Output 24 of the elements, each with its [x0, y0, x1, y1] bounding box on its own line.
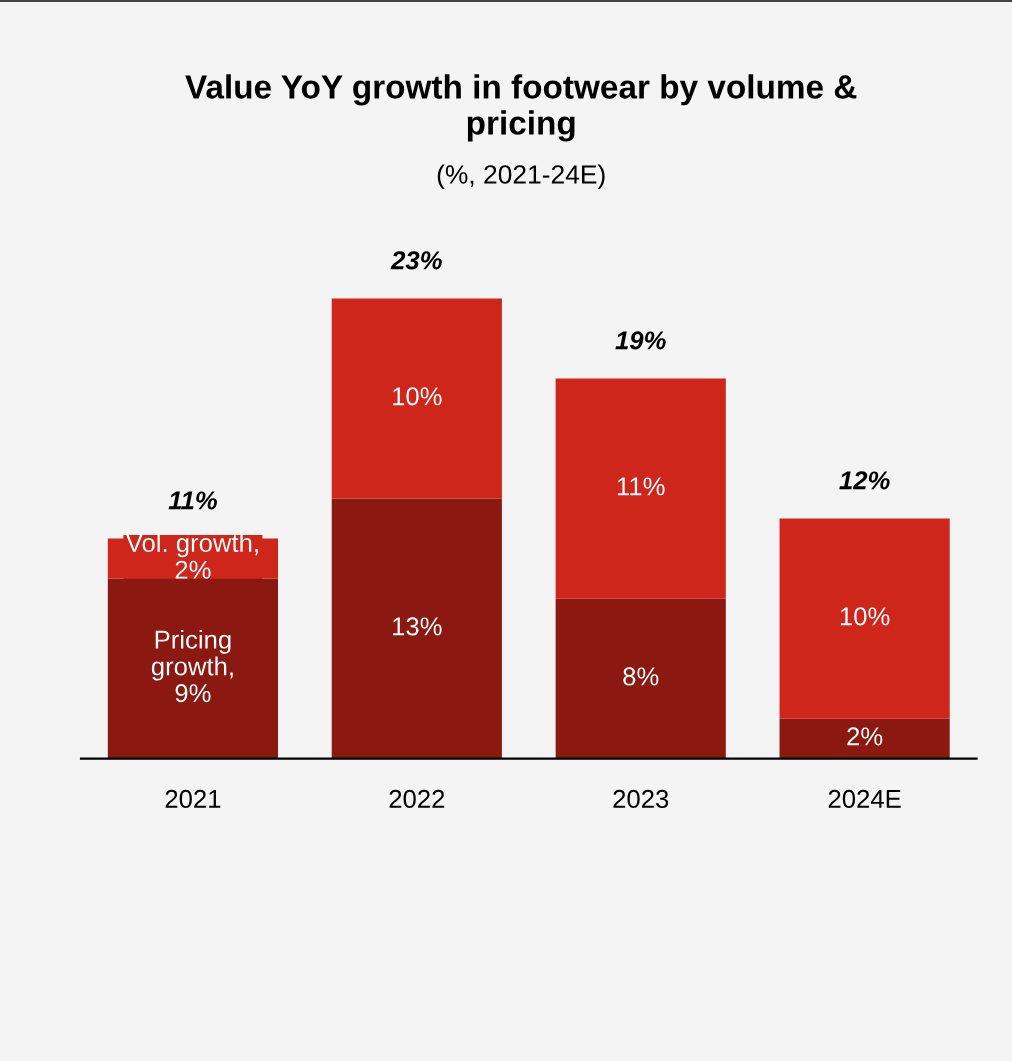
- chart-subtitle: (%, 2021-24E): [437, 164, 605, 190]
- data-label: Vol. growth, 2%: [125, 533, 258, 579]
- x-tick-label: 2022: [389, 789, 445, 809]
- total-label: 12%: [839, 471, 890, 490]
- total-label: 11%: [168, 491, 217, 510]
- x-tick-label: 2024E: [828, 789, 901, 809]
- data-label: Pricing growth, 9%: [151, 629, 233, 703]
- bar: [331, 298, 502, 499]
- chart-title: Value YoY growth in footwear by volume & pricing: [185, 74, 857, 142]
- bar: [779, 518, 950, 719]
- data-label: 10%: [840, 607, 890, 626]
- data-label: 10%: [393, 387, 442, 406]
- data-label: 2%: [847, 727, 883, 746]
- data-label: 8%: [623, 667, 659, 686]
- total-label: 19%: [615, 331, 666, 350]
- bar: [555, 378, 726, 599]
- x-tick-label: 2021: [165, 789, 221, 809]
- bar: [331, 498, 502, 759]
- data-label: 13%: [393, 617, 442, 636]
- data-label: 11%: [617, 477, 665, 496]
- bar: [555, 598, 726, 759]
- x-tick-label: 2023: [613, 789, 669, 809]
- total-label: 23%: [390, 251, 442, 270]
- bar: [779, 718, 950, 759]
